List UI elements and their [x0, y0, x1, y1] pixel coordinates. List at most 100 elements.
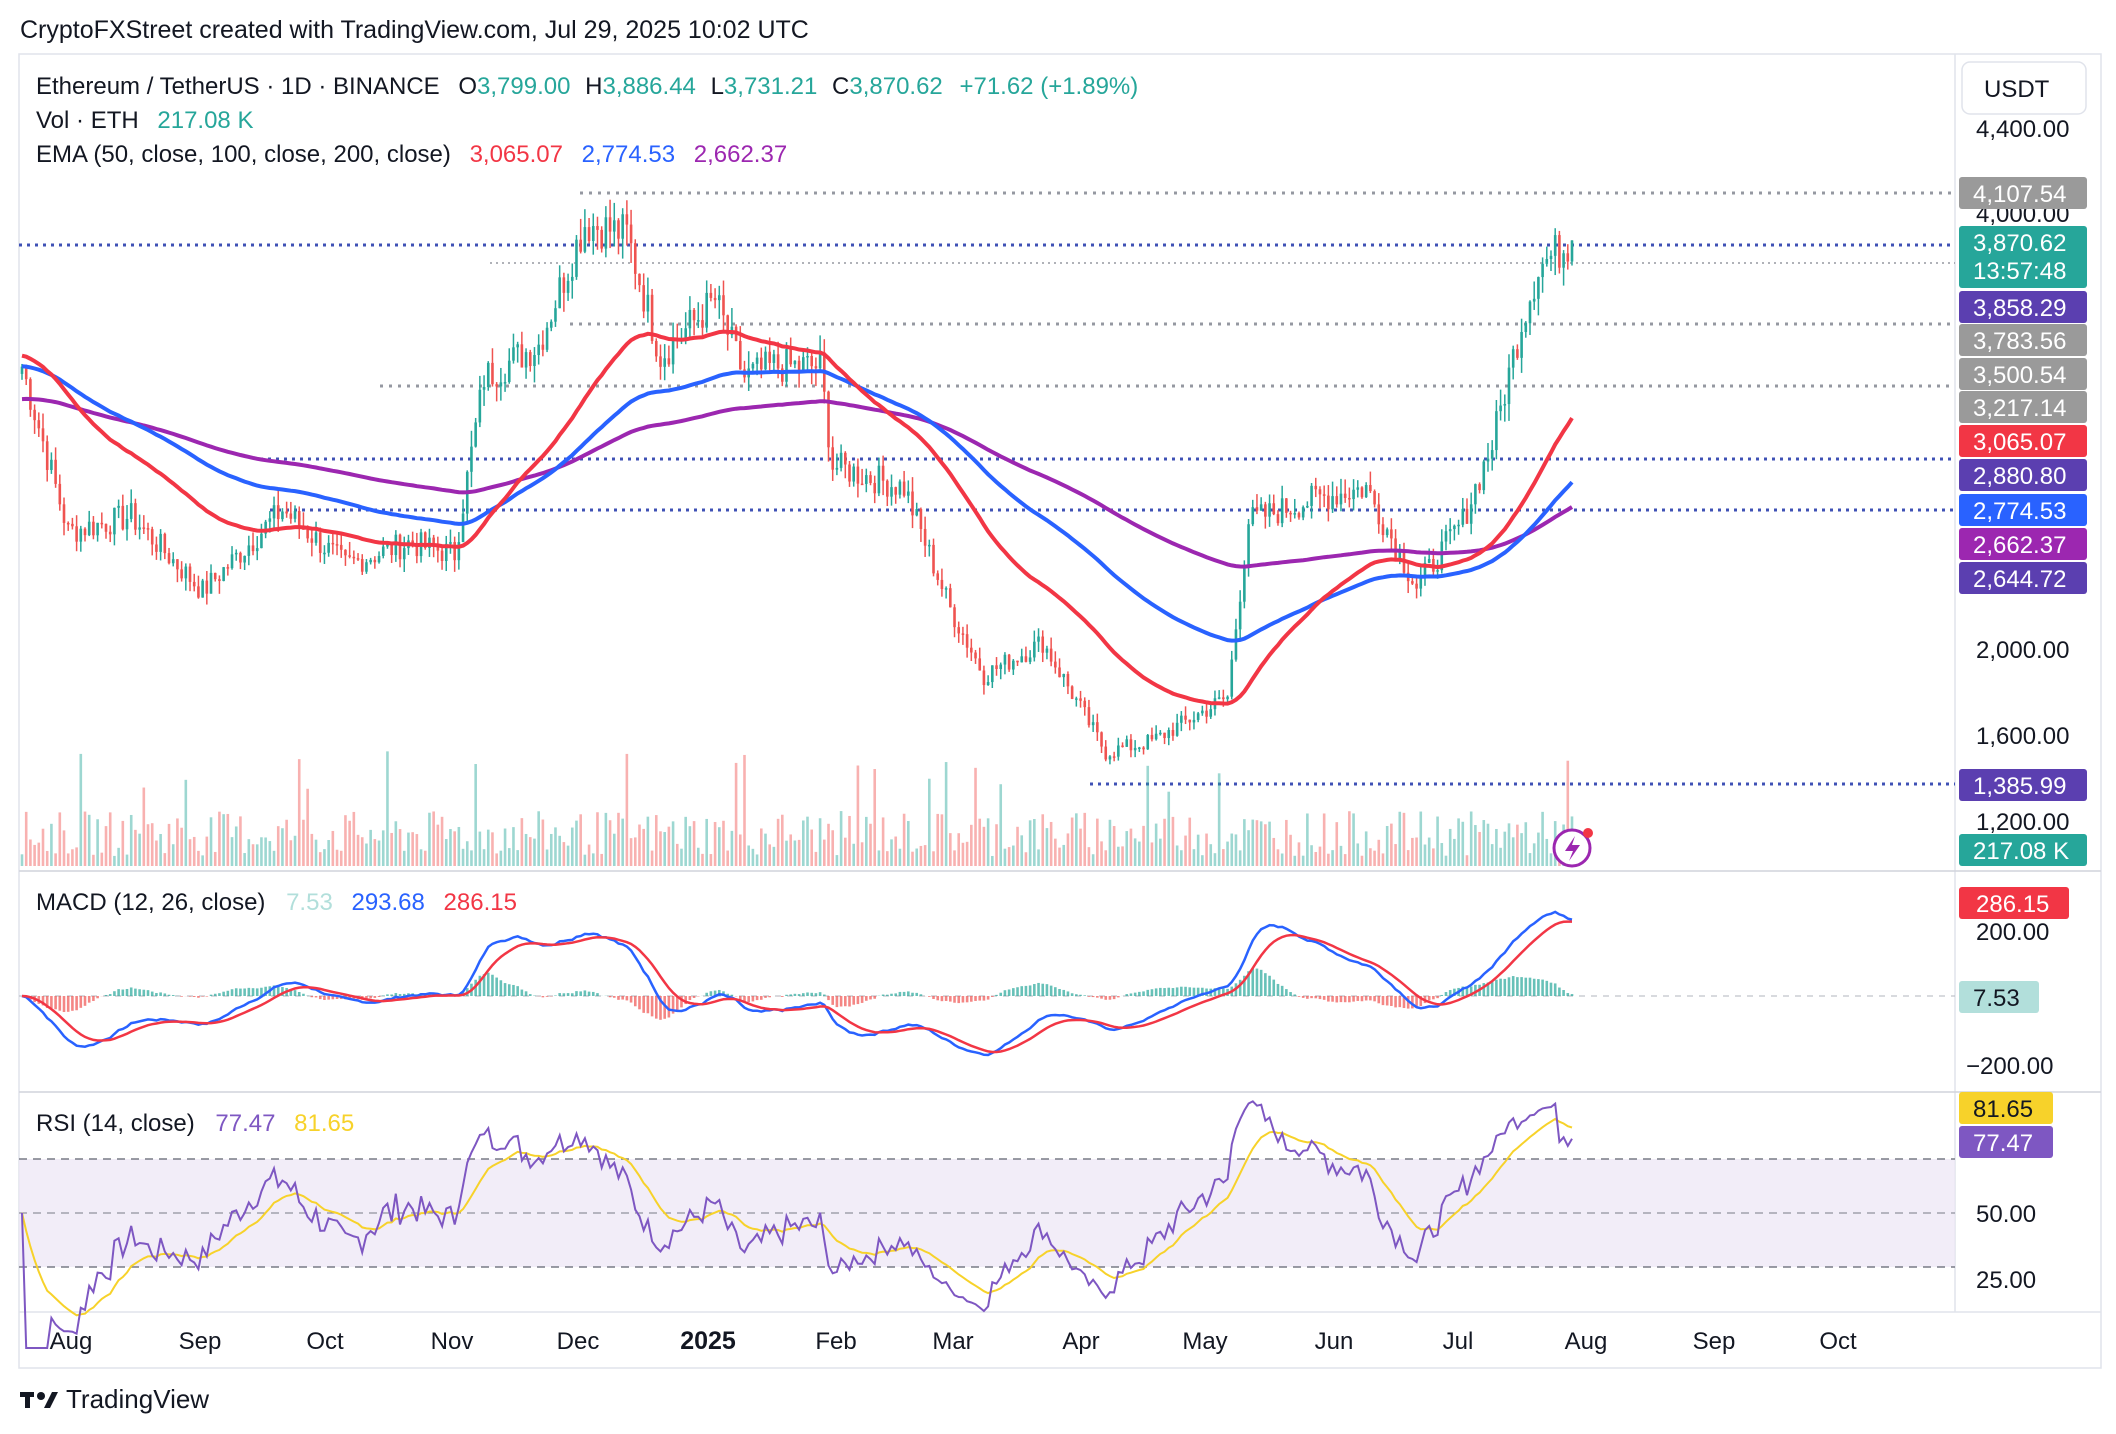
- macd-hist-bar: [1352, 996, 1355, 1002]
- volume-bar: [1402, 812, 1406, 866]
- legend-close-label: C: [832, 73, 849, 100]
- volume-bar: [970, 824, 973, 866]
- candle: [814, 366, 818, 369]
- candle: [722, 295, 725, 316]
- volume-bar: [499, 850, 503, 866]
- candle: [617, 220, 620, 239]
- volume-bar: [814, 851, 818, 866]
- time-label-sep: Sep: [179, 1328, 222, 1355]
- volume-bar: [495, 853, 498, 866]
- candle: [1318, 489, 1322, 495]
- legend-ema-label: EMA (50, close, 100, close, 200, close): [36, 141, 451, 168]
- volume-bar: [1398, 811, 1402, 866]
- volume-bar: [591, 853, 595, 866]
- volume-bar: [1566, 760, 1570, 866]
- candle: [146, 528, 150, 530]
- candle: [944, 588, 948, 590]
- volume-bar: [1318, 846, 1322, 866]
- macd-hist-bar: [234, 988, 238, 996]
- volume-bar: [654, 815, 658, 866]
- volume-bar: [717, 827, 721, 866]
- macd-hist-bar: [839, 996, 843, 1007]
- volume-bar: [524, 833, 528, 866]
- macd-hist-bar: [869, 996, 872, 1000]
- volume-bar: [75, 847, 78, 866]
- volume-bar: [747, 845, 750, 866]
- volume-bar: [1154, 823, 1158, 866]
- macd-hist-bar: [524, 991, 528, 996]
- macd-hist-bar: [621, 996, 624, 1000]
- volume-bar: [1474, 825, 1477, 866]
- volume-bar: [1327, 853, 1330, 866]
- macd-hist-bar: [1360, 996, 1364, 1002]
- macd-hist-bar: [1192, 987, 1196, 996]
- candle: [1230, 659, 1234, 697]
- volume-bar: [465, 841, 469, 866]
- volume-bar: [323, 849, 326, 866]
- macd-hist-bar: [1398, 996, 1402, 1008]
- macd-hist-bar: [1537, 979, 1540, 996]
- macd-hist-bar: [1112, 996, 1116, 1000]
- macd-hist-bar: [726, 993, 729, 996]
- volume-bar: [260, 837, 263, 866]
- candle: [113, 507, 116, 535]
- volume-bar: [1369, 848, 1372, 866]
- macd-hist-bar: [650, 996, 654, 1017]
- volume-bar: [327, 840, 330, 866]
- volume-bar: [163, 853, 167, 866]
- candle: [226, 567, 230, 569]
- rsi-tick-25: 25.00: [1976, 1267, 2036, 1294]
- macd-hist-bar: [1461, 986, 1465, 996]
- macd-hist-bar: [894, 993, 898, 996]
- time-label-jul: Jul: [1443, 1328, 1474, 1355]
- candle: [117, 505, 120, 508]
- volume-bar: [1373, 850, 1376, 866]
- time-label-mar: Mar: [932, 1328, 973, 1355]
- candle: [159, 533, 162, 552]
- candle: [381, 546, 385, 556]
- volume-bar: [1499, 847, 1502, 866]
- macd-hist-bar: [814, 993, 818, 996]
- macd-hist-bar: [1516, 977, 1519, 996]
- candle: [50, 459, 53, 470]
- macd-hist-bar: [1087, 996, 1091, 997]
- candle: [339, 544, 343, 550]
- macd-hist-bar: [1541, 979, 1544, 996]
- macd-tick-200: 200.00: [1976, 919, 2049, 946]
- candle: [965, 634, 969, 648]
- volume-bar: [617, 812, 620, 866]
- candle: [520, 344, 524, 368]
- macd-hist-bar: [823, 994, 826, 996]
- candle: [991, 665, 994, 683]
- price-tag-2774-text: 2,774.53: [1973, 498, 2066, 525]
- macd-hist-bar: [982, 996, 986, 1001]
- lightning-icon[interactable]: [1552, 828, 1593, 868]
- currency-button[interactable]: [1961, 61, 2087, 115]
- volume-bar: [1280, 853, 1284, 866]
- macd-hist-bar: [911, 992, 914, 996]
- candle: [839, 452, 843, 468]
- macd-hist-bar: [596, 993, 599, 996]
- macd-hist-bar: [675, 996, 679, 1011]
- volume-bar: [869, 823, 872, 866]
- candle: [71, 523, 74, 527]
- candle: [1154, 733, 1158, 740]
- volume-bar: [587, 844, 591, 866]
- candle: [852, 466, 856, 482]
- macd-hist-bar: [583, 990, 587, 996]
- volume-bar: [440, 816, 444, 866]
- macd-hist-bar: [957, 996, 961, 1004]
- macd-hist-bar: [1264, 973, 1267, 996]
- macd-hist-bar: [495, 977, 498, 996]
- candle: [29, 379, 32, 410]
- volume-bar: [991, 855, 994, 866]
- volume-bar: [377, 840, 381, 866]
- candle: [621, 214, 624, 239]
- volume-bar: [125, 854, 129, 866]
- legend-high-label: H: [585, 73, 602, 100]
- candle: [1133, 747, 1137, 751]
- volume-bar: [1201, 855, 1204, 866]
- macd-hist-bar: [717, 989, 721, 996]
- macd-hist-bar: [45, 996, 49, 1009]
